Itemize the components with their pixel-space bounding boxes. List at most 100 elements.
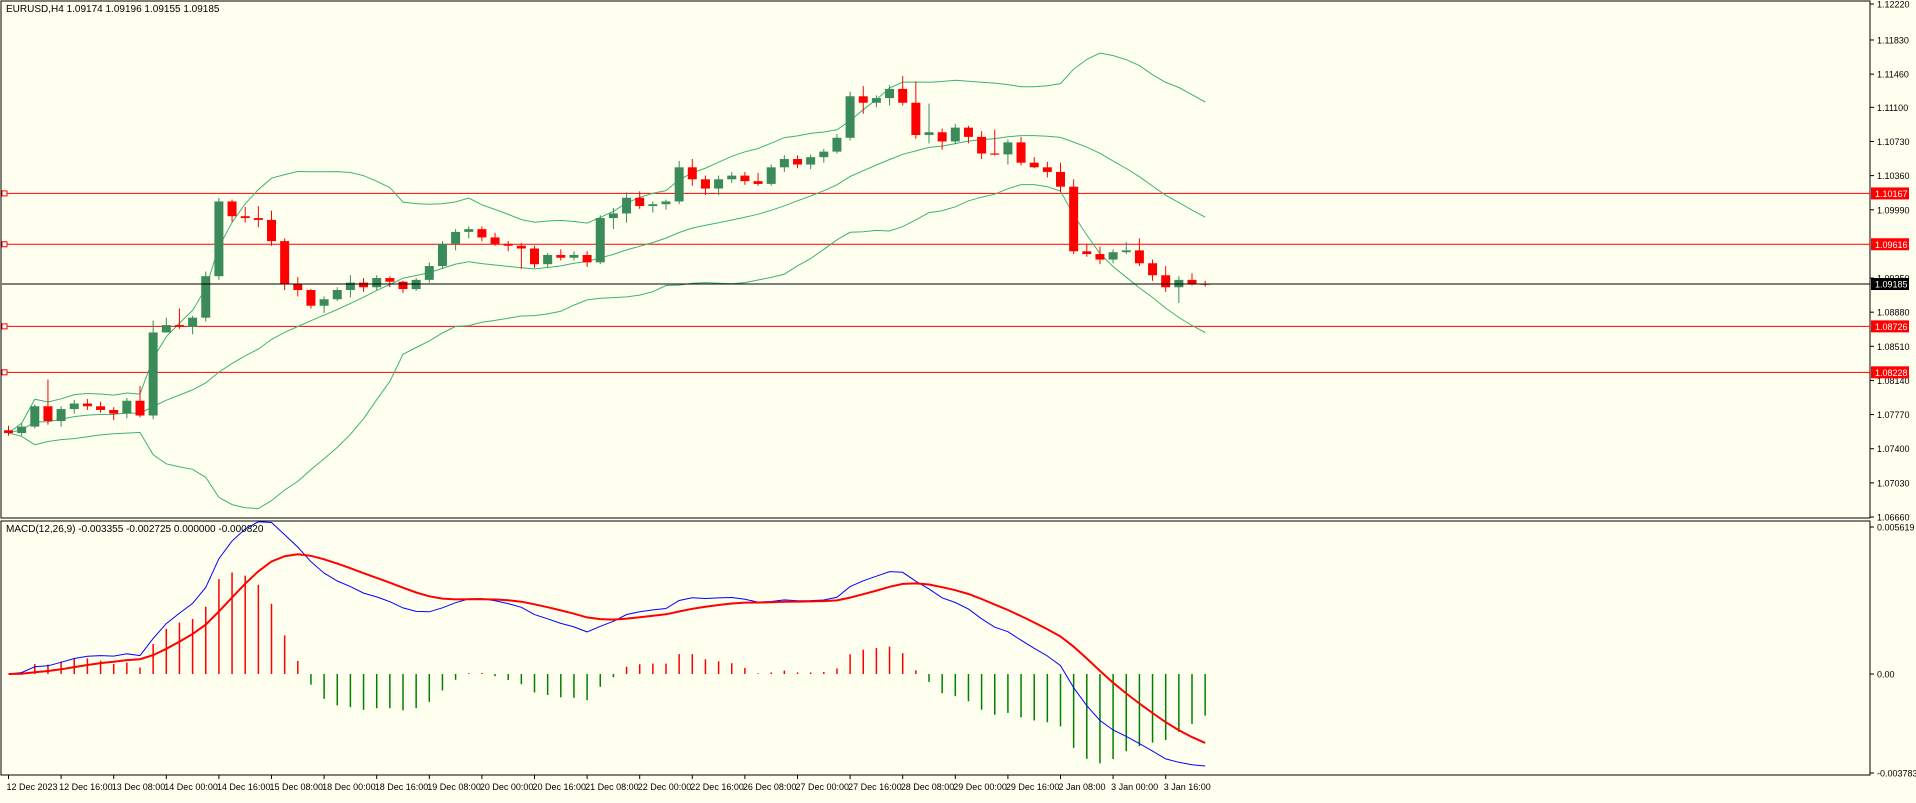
bear-candle-body [306,290,316,306]
bull-candle-body [1108,252,1118,260]
bull-candle-body [69,403,79,410]
y-tick-label: 1.08510 [1877,342,1910,352]
macd-y-tick-label: 0.005619 [1877,523,1915,533]
bull-candle-body [437,243,447,267]
price-panel-frame [0,0,1871,519]
bear-candle-body [556,254,566,258]
bull-candle-body [714,179,724,189]
x-tick-label: 27 Dec 00:00 [796,782,850,792]
y-tick-label: 1.11830 [1877,35,1909,45]
x-tick-label: 15 Dec 08:00 [270,782,324,792]
x-tick-label: 13 Dec 08:00 [112,782,166,792]
bear-candle-body [253,218,263,220]
macd-panel-frame [0,520,1871,776]
bull-candle-body [779,159,789,168]
level-price-tag [1871,366,1909,379]
bear-candle-body [937,132,947,142]
level-price-tag [1871,320,1909,333]
x-tick-label: 22 Dec 16:00 [690,782,744,792]
bull-candle-body [1121,250,1131,253]
y-tick-label: 1.11100 [1877,103,1908,113]
bear-candle-body [1095,254,1105,260]
x-tick-label: 29 Dec 00:00 [953,782,1007,792]
bear-candle-body [1187,279,1197,284]
bull-candle-body [214,201,224,277]
bear-candle-body [477,229,487,238]
bull-candle-body [622,197,632,214]
level-handle [1,369,8,376]
bull-candle-body [161,325,171,333]
bear-candle-body [109,409,119,414]
y-tick-label: 1.11460 [1877,70,1909,80]
x-tick-label: 28 Dec 08:00 [901,782,955,792]
macd-y-tick-label: 0.00 [1877,670,1895,680]
bollinger-lower [8,184,1206,510]
level-price-label: 1.09616 [1875,240,1908,250]
current-price-label: 1.09185 [1875,280,1908,290]
time-axis: 12 Dec 2023 12 Dec 16:00 13 Dec 08:00 14 De… [7,775,1211,792]
bull-candle-body [188,317,198,327]
bull-candle-body [806,157,816,165]
x-tick-label: 18 Dec 00:00 [322,782,376,792]
bollinger-middle [8,135,1206,434]
bear-candle-body [990,153,1000,155]
bear-candle-body [1029,162,1039,168]
bear-candle-body [700,179,710,189]
level-handle [1,241,8,248]
bull-candle-body [56,409,66,422]
bear-candle-body [516,245,526,249]
level-handle [1,323,8,330]
y-tick-label: 1.08140 [1877,376,1910,386]
x-tick-label: 2 Jan 08:00 [1059,782,1106,792]
bear-candle-body [1082,251,1092,255]
bull-candle-body [319,299,329,306]
level-price-label: 1.08726 [1875,322,1908,332]
level-price-tag [1871,238,1909,251]
y-tick-label: 1.09990 [1877,205,1910,215]
candlesticks [4,75,1210,436]
bear-candle-body [858,96,868,103]
macd-signal-line [8,553,1206,744]
bull-candle-body [950,127,960,142]
current-price-tag [1871,278,1909,291]
bull-candle-body [819,151,829,158]
x-tick-label: 18 Dec 16:00 [375,782,429,792]
y-tick-label: 1.07400 [1877,444,1910,454]
x-tick-label: 21 Dec 08:00 [585,782,639,792]
y-tick-label: 1.08880 [1877,308,1910,318]
bull-candle-body [845,96,855,138]
level-handle [1,190,8,197]
bear-candle-body [793,159,802,165]
bear-candle-body [4,430,13,434]
bull-candle-body [766,167,776,184]
bull-candle-body [424,266,434,280]
x-tick-label: 14 Dec 16:00 [217,782,271,792]
bear-candle-body [1042,167,1052,172]
bear-candle-body [1016,142,1026,163]
bull-candle-body [885,88,895,99]
bear-candle-body [1056,171,1065,187]
bull-candle-body [345,282,355,291]
bear-candle-body [174,325,184,327]
x-tick-label: 12 Dec 2023 [7,782,58,792]
bear-candle-body [740,175,750,182]
bear-candle-body [1148,263,1158,276]
bull-candle-body [727,175,737,180]
bear-candle-body [635,197,645,207]
symbol-header: EURUSD,H4 1.09174 1.09196 1.09155 1.0918… [6,4,220,15]
y-tick-label: 1.06660 [1877,513,1910,523]
x-tick-label: 22 Dec 00:00 [638,782,692,792]
y-tick-label: 1.12220 [1877,0,1910,10]
bear-candle-body [135,400,145,416]
bull-candle-body [30,406,40,427]
bear-candle-body [898,88,908,103]
bear-candle-body [385,278,395,282]
bull-candle-body [201,276,211,318]
x-tick-label: 19 Dec 08:00 [427,782,481,792]
x-tick-label: 26 Dec 08:00 [743,782,797,792]
bull-candle-body [832,137,842,152]
bull-candle-body [148,332,158,416]
